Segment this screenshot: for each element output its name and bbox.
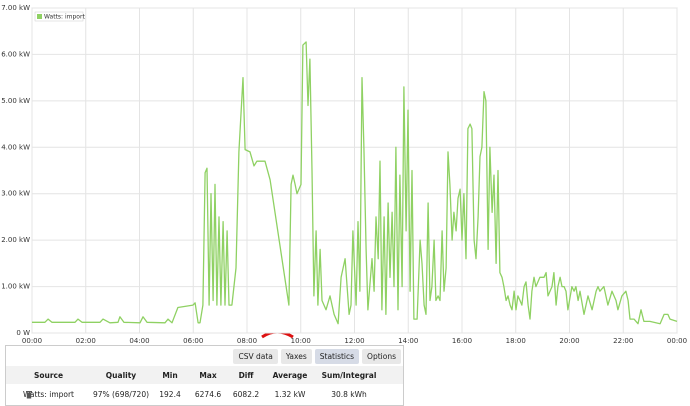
series-line xyxy=(32,41,678,325)
x-tick-label: 20:00 xyxy=(559,337,579,345)
legend-label: Watts: import xyxy=(44,14,85,21)
column-header: Quality xyxy=(105,370,137,380)
column-header: Sum/Integral xyxy=(321,370,377,380)
x-tick-label: 12:00 xyxy=(344,337,364,345)
column-header: Max xyxy=(199,370,217,380)
legend-swatch xyxy=(37,14,42,19)
statistics-button[interactable]: Statistics xyxy=(314,349,360,364)
y-tick-label: 1.00 kW xyxy=(1,283,30,291)
data-row: Watts: import 97% (698/720) 192.4 6274.6 608… xyxy=(6,385,403,403)
chart: 0 W 1.00 kW 2.00 kW 3.00 kW 4.00 kW 5.00 kW 6.… xyxy=(1,4,687,345)
options-button[interactable]: Options xyxy=(362,349,401,364)
y-tick-label: 4.00 kW xyxy=(1,143,30,151)
y-tick-label: 7.00 kW xyxy=(1,4,30,12)
csv-button[interactable]: CSV data xyxy=(233,349,278,364)
cell: 30.8 kWh xyxy=(331,389,367,399)
cell: 97% (698/720) xyxy=(92,389,150,399)
delete-icon[interactable] xyxy=(25,389,33,399)
y-tick-label: 0 W xyxy=(16,329,30,337)
y-tick-label: 5.00 kW xyxy=(1,97,30,105)
x-tick-label: 10:00 xyxy=(291,337,311,345)
x-tick-label: 02:00 xyxy=(76,337,96,345)
column-header: Diff xyxy=(238,370,254,380)
x-tick-label: 22:00 xyxy=(613,337,633,345)
y-tick-label: 3.00 kW xyxy=(1,190,30,198)
yaxes-button[interactable]: Yaxes xyxy=(280,349,312,364)
x-tick-label: 16:00 xyxy=(452,337,472,345)
x-tick-label: 00:00 xyxy=(22,337,42,345)
cell: 6082.2 xyxy=(232,389,260,399)
legend-box xyxy=(34,11,84,22)
statistics-panel: CSV data Yaxes Statistics Options Source… xyxy=(5,345,404,406)
cell: 192.4 xyxy=(159,389,181,399)
cell: Watts: import xyxy=(23,389,74,399)
x-tick-label: 00:00 xyxy=(667,337,687,345)
cell: 6274.6 xyxy=(194,389,222,399)
column-header: Source xyxy=(33,370,64,380)
y-tick-label: 6.00 kW xyxy=(1,50,30,58)
column-header: Average xyxy=(272,370,308,380)
x-tick-label: 04:00 xyxy=(129,337,149,345)
x-tick-label: 08:00 xyxy=(237,337,257,345)
x-tick-label: 06:00 xyxy=(183,337,203,345)
header-row: Source Quality Min Max Diff Average Sum/Integr… xyxy=(6,366,403,384)
toolbar: CSV data Yaxes Statistics Options xyxy=(233,349,401,364)
column-header: Min xyxy=(162,370,178,380)
cell: 1.32 kW xyxy=(274,389,306,399)
x-tick-label: 14:00 xyxy=(398,337,418,345)
y-tick-label: 2.00 kW xyxy=(1,236,30,244)
x-tick-label: 18:00 xyxy=(506,337,526,345)
